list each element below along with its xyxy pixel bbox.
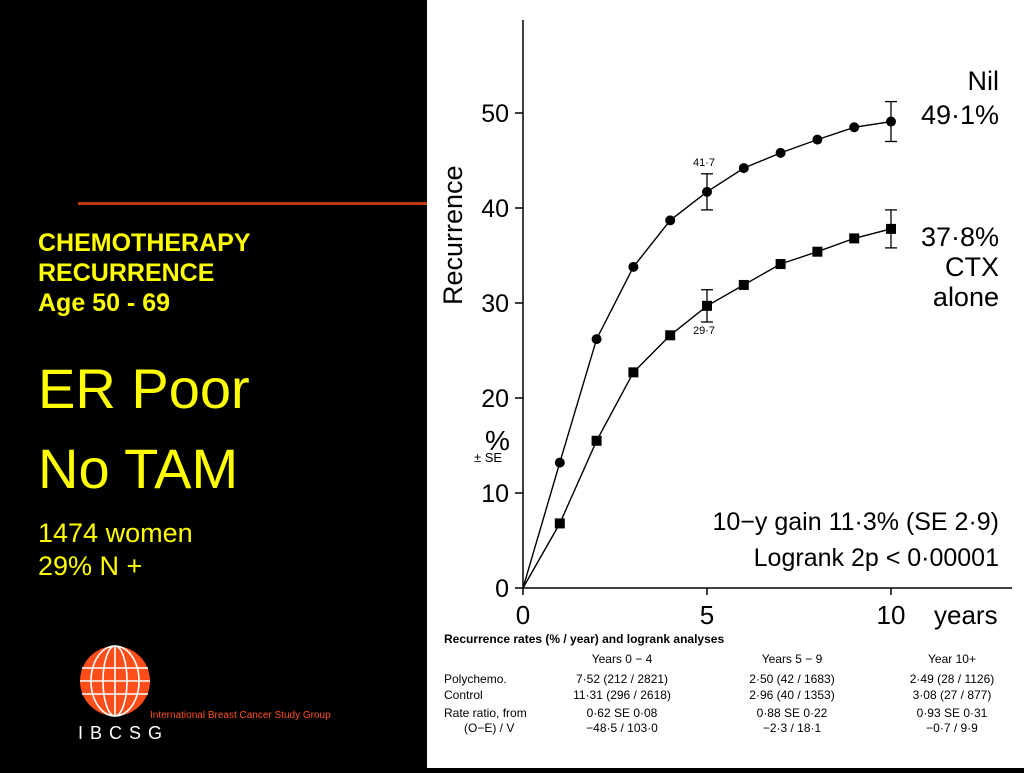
y-axis-label: Recurrence xyxy=(438,165,468,305)
table-cell: −2·3 / 18·1 xyxy=(763,721,822,735)
table-cell: 7·52 (212 / 2821) xyxy=(576,672,668,686)
table-cell: 3·08 (27 / 877) xyxy=(913,688,992,702)
title-divider xyxy=(78,202,428,205)
gain-annotation: 10−y gain 11·3% (SE 2·9) xyxy=(713,508,1000,536)
data-point xyxy=(812,246,823,257)
data-point xyxy=(665,330,676,341)
detail-line-1: 1474 women xyxy=(38,518,193,548)
heading-line-1: CHEMOTHERAPY xyxy=(38,229,251,257)
data-point xyxy=(849,122,860,133)
table-cell: −0·7 / 9·9 xyxy=(926,721,978,735)
data-point xyxy=(628,367,639,378)
subgroup-line-2: No TAM xyxy=(38,437,239,500)
data-point xyxy=(554,457,565,468)
series-name-ctx-line1: CTX xyxy=(945,252,999,282)
org-name: International Breast Cancer Study Group xyxy=(150,710,331,721)
logo-acronym: IBCSG xyxy=(78,723,170,743)
series-name-nil: Nil xyxy=(968,66,1000,96)
y-tick-label: 0 xyxy=(495,575,509,603)
table-cell: 0·62 SE 0·08 xyxy=(587,706,658,720)
data-point xyxy=(665,215,676,226)
data-point xyxy=(591,435,602,446)
table-column-header: Years 0 − 4 xyxy=(592,652,653,666)
table-row-label: (O−E) / V xyxy=(464,721,514,735)
x-unit-label: years xyxy=(934,600,998,630)
heading-line-3: Age 50 - 69 xyxy=(38,289,171,317)
table-cell: 2·49 (28 / 1126) xyxy=(910,672,995,686)
table-row-label: Polychemo. xyxy=(444,672,507,686)
table-cell: 2·96 (40 / 1353) xyxy=(749,688,834,702)
heading-line-2: RECURRENCE xyxy=(38,259,215,287)
data-point xyxy=(628,261,639,272)
point-annotation: 41·7 xyxy=(693,157,715,169)
ibcsg-globe-icon xyxy=(80,645,150,717)
x-tick-label: 10 xyxy=(877,600,906,630)
data-point xyxy=(849,233,860,244)
table-title: Recurrence rates (% / year) and logrank … xyxy=(444,632,724,646)
table-cell: −48·5 / 103·0 xyxy=(586,721,658,735)
table-cell: 11·31 (296 / 2618) xyxy=(573,688,671,702)
table-column-header: Years 5 − 9 xyxy=(762,652,823,666)
y-tick-label: 10 xyxy=(481,480,509,508)
y-tick-label: 50 xyxy=(481,100,509,128)
table-row-label: Control xyxy=(444,688,483,702)
data-point xyxy=(775,259,786,270)
table-column-header: Year 10+ xyxy=(928,652,976,666)
y-axis-se: ± SE xyxy=(474,450,502,465)
series-name-ctx-line2: alone xyxy=(933,282,999,312)
y-axis-units: % xyxy=(485,425,510,456)
detail-line-2: 29% N + xyxy=(38,551,143,581)
subgroup-line-1: ER Poor xyxy=(38,357,250,420)
x-tick-label: 0 xyxy=(516,600,530,630)
data-point xyxy=(554,518,565,529)
y-tick-label: 20 xyxy=(481,385,509,413)
point-annotation: 29·7 xyxy=(693,325,715,337)
series-end-label-ctx: 37·8% xyxy=(921,222,999,252)
x-tick-label: 5 xyxy=(700,600,714,630)
y-tick-label: 40 xyxy=(481,195,509,223)
table-row-label: Rate ratio, from xyxy=(444,706,527,720)
data-point xyxy=(812,134,823,145)
chart-panel: 0 10 20 30 40 50 0 5 10 years Recurrence% ± SE 41·7… xyxy=(427,0,1024,768)
data-point xyxy=(591,334,602,345)
table-cell: 0·93 SE 0·31 xyxy=(917,706,988,720)
table-cell: 0·88 SE 0·22 xyxy=(757,706,828,720)
data-point xyxy=(738,279,749,290)
y-tick-label: 30 xyxy=(481,290,509,318)
table-cell: 2·50 (42 / 1683) xyxy=(749,672,834,686)
logrank-annotation: Logrank 2p < 0·00001 xyxy=(754,544,999,572)
series-end-label-nil: 49·1% xyxy=(921,100,999,130)
data-point xyxy=(775,147,786,158)
data-point xyxy=(738,163,749,174)
recurrence-chart: 0 10 20 30 40 50 0 5 10 years Recurrence%± SE 41·7… xyxy=(438,20,1012,735)
